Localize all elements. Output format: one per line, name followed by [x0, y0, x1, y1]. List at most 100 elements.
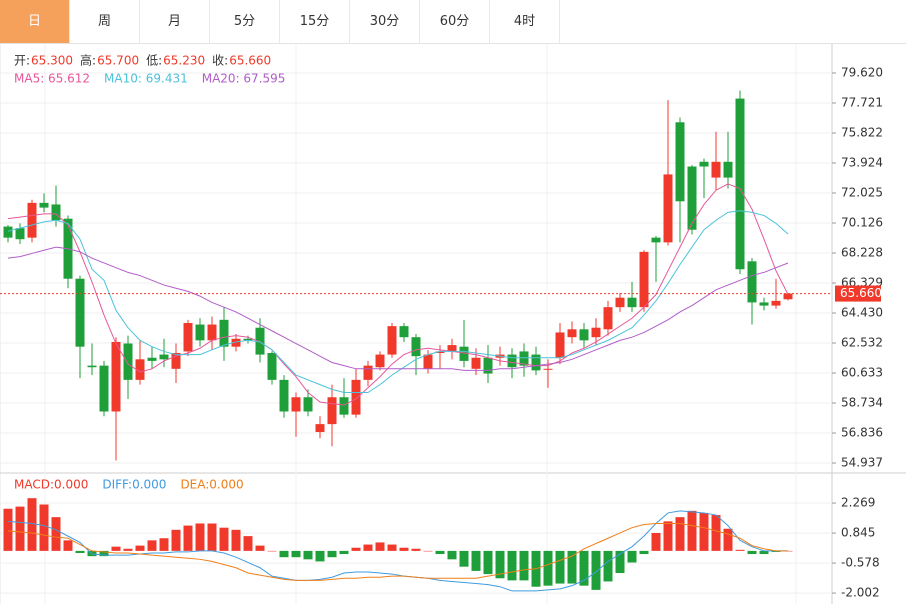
period-tab[interactable]: 5分	[210, 0, 280, 43]
candle-body	[123, 343, 133, 380]
period-tab[interactable]: 15分	[280, 0, 350, 43]
legend-entry: MA5: 65.612	[14, 72, 90, 86]
period-tab[interactable]: 周	[70, 0, 140, 43]
macd-bar	[63, 540, 73, 551]
legend-entry: DIFF:0.000	[102, 478, 166, 492]
macd-bar	[327, 550, 337, 558]
quote-value: 65.660	[229, 54, 271, 68]
candle-body	[411, 337, 421, 357]
y-tick-label: 60.633	[841, 366, 883, 380]
macd-bar	[663, 521, 673, 551]
ma-line	[7, 210, 789, 394]
candle-body	[555, 332, 565, 358]
macd-bar	[447, 550, 457, 560]
ma-line	[7, 246, 789, 371]
macd-bar	[747, 550, 757, 555]
macd-bar	[99, 550, 109, 557]
candle-body	[291, 397, 301, 412]
candle-body	[27, 202, 37, 238]
macd-bar	[603, 550, 613, 582]
macd-bar	[339, 550, 349, 555]
candle-body	[303, 397, 313, 412]
period-tab[interactable]: 4时	[490, 0, 560, 43]
candle-body	[51, 204, 61, 221]
y-tick-label: 56.836	[841, 426, 883, 440]
macd-bar	[135, 545, 145, 551]
y-tick-label: -0.578	[841, 556, 880, 570]
candle-body	[735, 98, 745, 270]
candle-body	[543, 368, 553, 370]
macd-bar	[459, 550, 469, 567]
macd-bar	[399, 547, 409, 551]
macd-bar	[651, 532, 661, 551]
macd-bar	[351, 547, 361, 551]
macd-bar	[495, 550, 505, 579]
period-tab[interactable]: 日	[0, 0, 70, 43]
last-price-label: 65.660	[840, 286, 882, 300]
candle-body	[375, 354, 385, 368]
legend-entry: DEA:0.000	[180, 478, 243, 492]
candle-body	[15, 228, 25, 240]
period-tab[interactable]: 60分	[420, 0, 490, 43]
macd-bar	[771, 550, 781, 552]
candle-body	[579, 329, 589, 341]
legend-entry: MA20: 67.595	[202, 72, 286, 86]
candle-body	[615, 297, 625, 308]
candle-body	[591, 327, 601, 338]
candle-body	[531, 354, 541, 371]
period-tab[interactable]: 月	[140, 0, 210, 43]
macd-bar	[543, 550, 553, 586]
macd-bar	[123, 548, 133, 551]
y-tick-label: 64.430	[841, 306, 883, 320]
ma-line	[7, 183, 789, 406]
candle-body	[3, 226, 13, 238]
candle-body	[507, 354, 517, 368]
candle-body	[435, 351, 445, 354]
macd-bar	[279, 550, 289, 558]
period-tab[interactable]: 30分	[350, 0, 420, 43]
macd-bar	[699, 512, 709, 551]
candle-body	[195, 324, 205, 341]
quote-value: 65.700	[97, 54, 139, 68]
y-tick-label: 75.822	[841, 125, 883, 139]
candle-body	[759, 302, 769, 306]
macd-bar	[315, 550, 325, 562]
macd-line	[7, 522, 788, 581]
candle-body	[207, 324, 217, 341]
macd-bar	[627, 550, 637, 563]
candle-body	[387, 326, 397, 355]
macd-bar	[303, 550, 313, 560]
candle-body	[423, 354, 433, 369]
candle-body	[135, 359, 145, 380]
candle-body	[723, 161, 733, 178]
y-tick-label: 62.532	[841, 336, 883, 350]
candle-body	[699, 161, 709, 167]
macd-bar	[75, 550, 85, 553]
candle-body	[267, 353, 277, 380]
candle-body	[315, 424, 325, 433]
quote-label: 收:	[212, 54, 228, 68]
macd-bar	[159, 538, 169, 551]
macd-bar	[471, 550, 481, 571]
last-price-box	[835, 285, 881, 302]
candle-body	[663, 174, 673, 243]
candle-body	[111, 341, 121, 412]
macd-bar	[675, 517, 685, 551]
candle-body	[327, 397, 337, 425]
candle-body	[75, 278, 85, 347]
quote-value: 65.230	[163, 54, 205, 68]
candle-body	[639, 251, 649, 308]
candle-body	[483, 357, 493, 374]
macd-bar	[555, 550, 565, 584]
candle-body	[783, 293, 793, 300]
macd-bar	[639, 550, 649, 555]
macd-bar	[519, 550, 529, 581]
y-tick-label: 79.620	[841, 65, 883, 79]
legend-entry: MA10: 69.431	[104, 72, 188, 86]
macd-bar	[39, 504, 49, 551]
macd-bar	[183, 525, 193, 551]
macd-bar	[51, 517, 61, 551]
candle-body	[219, 319, 229, 347]
candle-body	[399, 326, 409, 338]
